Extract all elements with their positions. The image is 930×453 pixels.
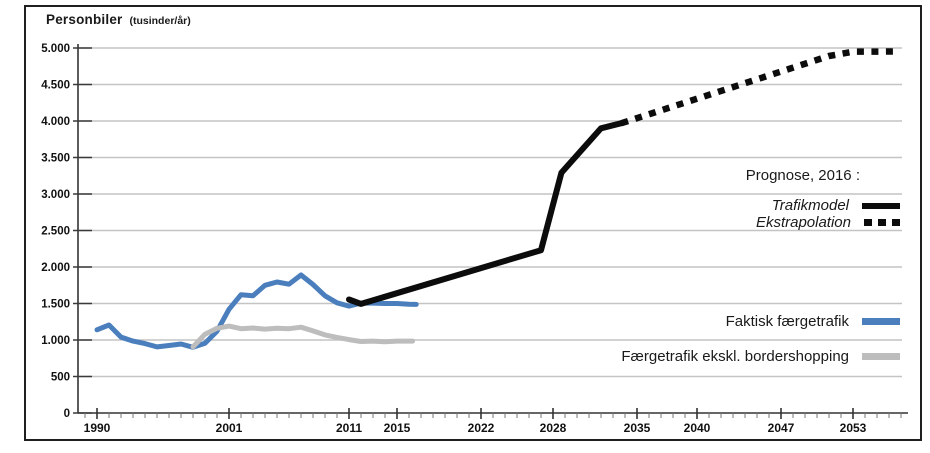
chart-title-text: Personbiler <box>46 12 123 27</box>
legend-item-faktisk: Faktisk færgetrafik <box>726 313 900 330</box>
x-tick-label: 2028 <box>540 421 567 435</box>
series-line-1 <box>190 323 416 350</box>
x-tick-label: 2022 <box>468 421 495 435</box>
y-tick-label: 2.500 <box>41 226 70 238</box>
x-tick-label: 2047 <box>768 421 795 435</box>
series-line-2 <box>346 120 625 307</box>
chart-title: Personbiler (tusinder/år) <box>46 12 191 27</box>
legend-item-ekskl-bordershopping: Færgetrafik ekskl. bordershopping <box>621 348 900 365</box>
x-tick-label: 2001 <box>216 421 243 435</box>
y-tick-label: 3.000 <box>41 189 70 201</box>
x-tick-label: 2053 <box>840 421 867 435</box>
y-tick-label: 0 <box>64 408 70 420</box>
dashed-line-swatch <box>864 219 900 226</box>
blue-line-swatch <box>862 318 900 325</box>
y-tick-label: 2.000 <box>41 262 70 274</box>
legend-trafikmodel-label: Trafikmodel <box>771 197 849 214</box>
x-tick-label: 2011 <box>336 421 362 435</box>
legend-ekskl-label: Færgetrafik ekskl. bordershopping <box>621 348 849 365</box>
series-line-3 <box>620 48 897 127</box>
x-tick-label: 2040 <box>684 421 711 435</box>
legend-item-trafikmodel: Trafikmodel <box>772 197 900 214</box>
y-tick-label: 5.000 <box>41 43 70 55</box>
solid-line-swatch <box>862 202 900 209</box>
legend-faktisk-label: Faktisk færgetrafik <box>725 313 849 330</box>
figure-border <box>24 5 922 441</box>
y-tick-label: 4.500 <box>41 80 70 92</box>
chart-title-unit: (tusinder/år) <box>129 15 191 27</box>
gray-line-swatch <box>862 353 900 360</box>
y-tick-label: 1.000 <box>41 335 70 347</box>
x-tick-label: 2015 <box>384 421 411 435</box>
y-tick-label: 3.500 <box>41 153 70 165</box>
y-tick-label: 500 <box>51 372 70 384</box>
legend-prognose-heading: Prognose, 2016 : <box>746 167 860 184</box>
legend-item-ekstrapolation: Ekstrapolation <box>756 214 900 231</box>
series-line-0 <box>94 272 419 350</box>
x-tick-label: 2035 <box>624 421 651 435</box>
y-tick-label: 1.500 <box>41 299 70 311</box>
legend-ekstrapolation-label: Ekstrapolation <box>755 214 851 231</box>
x-tick-label: 1990 <box>84 421 111 435</box>
y-tick-label: 4.000 <box>41 116 70 128</box>
legend-prognose-heading-label: Prognose, 2016 : <box>745 167 860 184</box>
